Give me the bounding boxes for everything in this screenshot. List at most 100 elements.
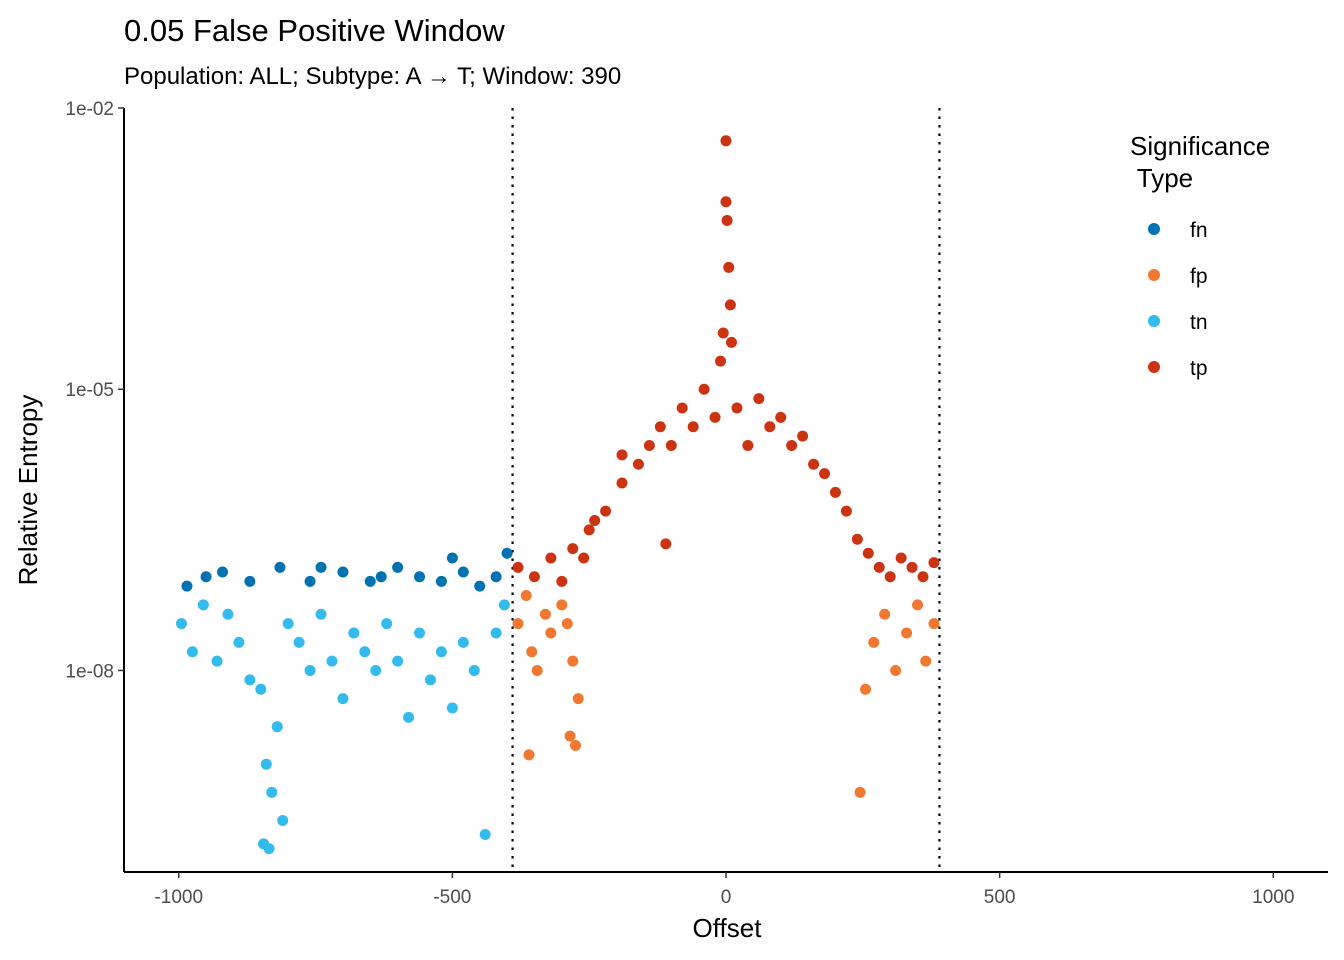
x-tick-label: -500 xyxy=(433,887,471,908)
point-tp-29 xyxy=(786,439,798,451)
point-tn-19 xyxy=(370,664,382,676)
point-tp-39 xyxy=(895,552,907,564)
point-fn-3 xyxy=(274,561,286,573)
point-fp-1 xyxy=(520,589,532,601)
point-tp-13 xyxy=(687,421,699,433)
point-tn-8 xyxy=(260,758,272,770)
legend-label-tn: tn xyxy=(1190,311,1208,334)
point-tp-33 xyxy=(829,486,841,498)
point-fp-15 xyxy=(868,636,880,648)
point-tn-5 xyxy=(233,636,245,648)
point-tp-6 xyxy=(600,505,612,517)
point-tn-25 xyxy=(435,646,447,658)
point-tp-5 xyxy=(583,524,595,536)
point-tp-4 xyxy=(567,543,579,555)
point-fp-2 xyxy=(526,646,538,658)
point-tp-26 xyxy=(753,393,765,405)
point-fp-20 xyxy=(920,655,932,667)
point-tn-0 xyxy=(175,618,187,630)
point-tn-14 xyxy=(315,608,327,620)
point-fn-10 xyxy=(446,552,458,564)
point-tn-2 xyxy=(197,599,209,611)
point-tn-29 xyxy=(479,829,491,841)
point-fn-5 xyxy=(337,566,349,578)
point-fp-18 xyxy=(901,627,913,639)
y-tick-label: 1e-02 xyxy=(65,99,114,120)
legend-key-tp xyxy=(1148,361,1160,373)
point-tn-9 xyxy=(266,786,278,798)
chart-subtitle: Population: ALL; Subtype: A → T; Window:… xyxy=(124,63,621,90)
point-tp-18 xyxy=(720,135,732,147)
legend-label-tp: tp xyxy=(1190,357,1208,380)
point-fn-4 xyxy=(304,575,316,587)
point-tp-1 xyxy=(528,571,540,583)
point-tp-23 xyxy=(725,336,737,348)
point-tn-10 xyxy=(271,721,283,733)
point-tn-18 xyxy=(359,646,371,658)
point-tp-40 xyxy=(906,561,918,573)
x-tick-label: 500 xyxy=(984,887,1016,908)
point-tp-10 xyxy=(654,421,666,433)
point-fp-19 xyxy=(912,599,924,611)
point-tp-36 xyxy=(862,547,874,559)
x-tick-label: 1000 xyxy=(1252,887,1294,908)
legend-label-fn: fn xyxy=(1190,219,1208,242)
point-tn-30 xyxy=(490,627,502,639)
point-tn-26 xyxy=(446,702,458,714)
point-tp-11 xyxy=(665,439,677,451)
point-tp-19 xyxy=(720,196,732,208)
legend-label-fp: fp xyxy=(1190,265,1208,288)
point-tn-4 xyxy=(222,608,234,620)
point-fn-0 xyxy=(181,580,193,592)
point-tn-17 xyxy=(348,627,360,639)
point-tp-34 xyxy=(840,505,852,517)
point-tp-12 xyxy=(676,402,688,414)
legend-entries: fn fp tn tp xyxy=(1148,219,1208,380)
point-tn-33 xyxy=(263,843,275,855)
legend-key-fn xyxy=(1148,223,1160,235)
point-tp-16 xyxy=(715,355,727,367)
point-tn-21 xyxy=(392,655,404,667)
point-fn-6 xyxy=(364,575,376,587)
point-tp-42 xyxy=(928,557,940,569)
point-tp-22 xyxy=(724,299,736,311)
point-fp-11 xyxy=(564,730,576,742)
point-tp-14 xyxy=(698,383,710,395)
x-tick-label: -1000 xyxy=(154,887,203,908)
point-tp-27 xyxy=(764,421,776,433)
legend-key-fp xyxy=(1148,269,1160,281)
point-tn-27 xyxy=(457,636,469,648)
y-axis-title: Relative Entropy xyxy=(13,395,43,586)
point-tn-23 xyxy=(414,627,426,639)
point-fn-17 xyxy=(375,571,387,583)
legend-title-line-1: Significance xyxy=(1130,131,1270,161)
point-fp-5 xyxy=(545,627,557,639)
point-fp-4 xyxy=(539,608,551,620)
point-tn-3 xyxy=(211,655,223,667)
point-tn-7 xyxy=(255,683,267,695)
point-fp-17 xyxy=(890,664,902,676)
point-fp-14 xyxy=(860,683,872,695)
point-tp-38 xyxy=(884,571,896,583)
plot-points xyxy=(175,135,940,855)
point-tn-31 xyxy=(498,599,510,611)
point-tp-9 xyxy=(643,439,655,451)
point-tp-21 xyxy=(723,261,735,273)
y-tick-label: 1e-08 xyxy=(65,661,114,682)
point-tp-43 xyxy=(660,538,672,550)
point-fn-16 xyxy=(315,561,327,573)
point-tn-13 xyxy=(304,664,316,676)
point-tp-41 xyxy=(917,571,929,583)
point-tp-2 xyxy=(545,552,557,564)
point-tn-15 xyxy=(326,655,338,667)
x-axis-title: Offset xyxy=(693,913,763,943)
point-tp-3 xyxy=(556,575,568,587)
point-tp-32 xyxy=(819,468,831,480)
point-fp-0 xyxy=(512,618,524,630)
point-fn-12 xyxy=(474,580,486,592)
point-tn-1 xyxy=(186,646,198,658)
x-tick-label: 0 xyxy=(721,887,732,908)
point-tp-30 xyxy=(797,430,809,442)
x-ticks: -1000 -500 0 500 1000 xyxy=(154,872,1294,908)
